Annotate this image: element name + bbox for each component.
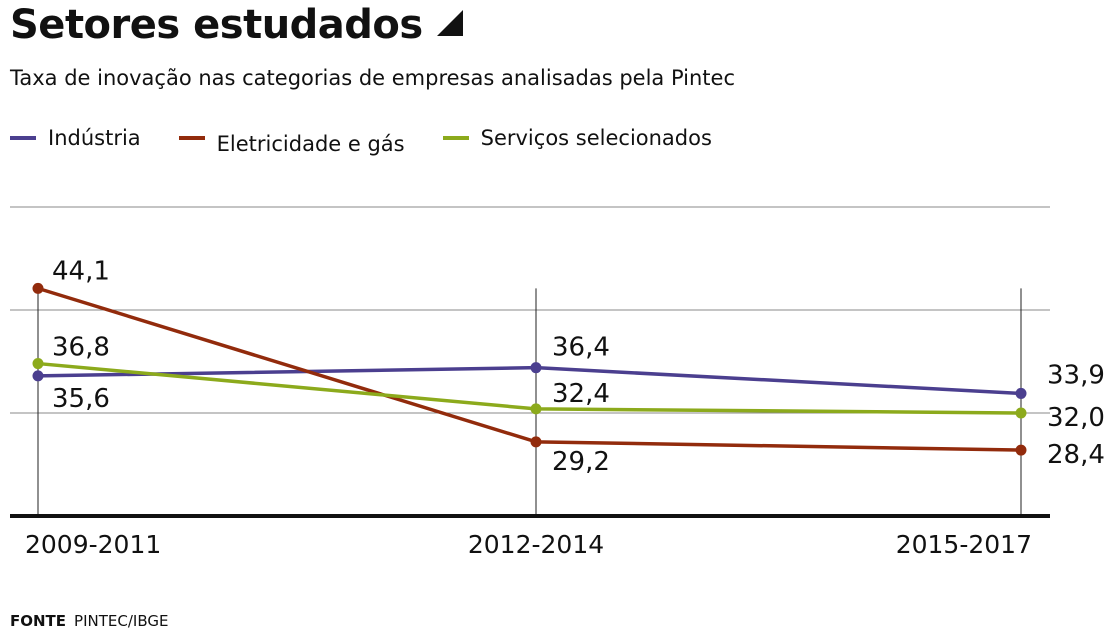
data-label-servicos-1: 32,4 [552, 379, 610, 409]
x-tick-label-2: 2015-2017 [896, 530, 1032, 559]
chart-title-text: Setores estudados [10, 2, 423, 48]
chart-subtitle: Taxa de inovação nas categorias de empre… [10, 66, 736, 90]
legend-item-industria: Indústria [10, 126, 141, 150]
legend-item-eletricidade: Eletricidade e gás [178, 126, 405, 156]
data-label-eletricidade-2: 28,4 [1047, 440, 1105, 470]
legend-label-industria: Indústria [48, 126, 141, 150]
source-note: FONTE PINTEC/IBGE [10, 612, 168, 630]
data-label-servicos-2: 32,0 [1047, 403, 1105, 433]
data-point-industria-2 [1015, 387, 1027, 399]
series-line-industria [37, 365, 1022, 396]
legend: Indústria Eletricidade e gás Serviços se… [10, 122, 750, 156]
chart-title: Setores estudados [10, 2, 463, 48]
data-point-eletricidade-1 [530, 436, 542, 448]
legend-label-eletricidade: Eletricidade e gás [216, 132, 405, 156]
legend-label-servicos: Serviços selecionados [480, 126, 712, 150]
source-text: PINTEC/IBGE [74, 612, 169, 630]
data-point-servicos-2 [1015, 407, 1027, 419]
legend-item-servicos: Serviços selecionados [442, 126, 712, 150]
triangle-icon [436, 10, 463, 36]
data-point-servicos-1 [530, 403, 542, 415]
data-label-eletricidade-0: 44,1 [52, 256, 110, 286]
data-point-eletricidade-0 [32, 282, 44, 294]
data-point-industria-0 [32, 370, 44, 382]
data-point-eletricidade-2 [1015, 444, 1027, 456]
series-line-servicos [37, 361, 1022, 415]
data-label-eletricidade-1: 29,2 [552, 447, 610, 477]
legend-swatch-eletricidade [178, 136, 205, 140]
data-point-servicos-0 [32, 358, 44, 370]
data-label-servicos-0: 36,8 [52, 333, 110, 363]
x-tick-label-0: 2009-2011 [25, 530, 161, 559]
data-label-industria-0: 35,6 [52, 384, 110, 414]
source-label: FONTE [10, 612, 67, 630]
data-label-industria-1: 36,4 [552, 333, 610, 363]
x-tick-label-1: 2012-2014 [468, 530, 604, 559]
data-label-industria-2: 33,9 [1047, 360, 1105, 390]
legend-swatch-servicos [442, 136, 469, 140]
data-point-industria-1 [530, 362, 542, 374]
legend-swatch-industria [10, 136, 36, 140]
